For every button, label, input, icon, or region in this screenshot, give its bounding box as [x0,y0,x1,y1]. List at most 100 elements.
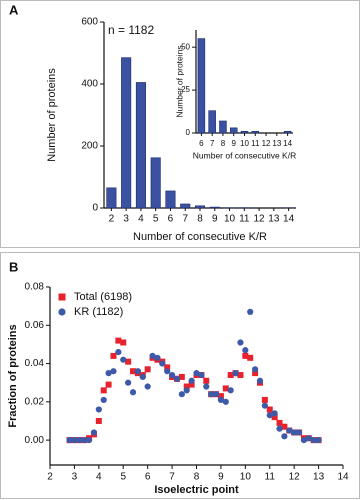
panel-frame [0,0,360,248]
point [281,433,288,440]
bar [229,127,238,134]
bar [208,110,216,134]
y-tick-label: 200 [81,141,98,152]
point [120,356,127,363]
point [217,396,225,404]
x-axis-label: Number of consecutive K/R [193,150,296,160]
point [212,391,220,398]
point [276,419,283,426]
bar [150,157,161,209]
point [242,352,249,359]
point [105,370,112,377]
point [261,396,268,403]
point [173,375,181,382]
point [130,368,137,375]
point [81,437,88,444]
bar [180,203,191,209]
point [232,370,239,377]
x-tick-label: 12 [254,214,266,225]
point [115,348,122,356]
point [227,372,234,379]
x-tick-label: 14 [337,472,349,483]
point [286,427,293,434]
panel-label: A [9,2,19,17]
point [188,381,195,388]
point [266,412,273,419]
point [120,339,127,346]
bar [135,82,146,209]
point [100,396,107,404]
point [159,360,166,367]
bar [219,120,227,134]
point [139,373,146,381]
point [237,339,244,346]
point [188,377,195,384]
x-tick-label: 14 [283,139,292,148]
point [115,337,122,344]
y-axis-label: Number of proteins [46,68,58,162]
x-tick-label: 9 [231,139,236,148]
point [315,437,322,444]
x-tick-label: 7 [182,214,188,225]
point [144,366,151,373]
point [203,383,210,390]
point [105,381,112,388]
point [149,352,156,360]
point [144,383,151,390]
point [183,383,190,390]
x-tick-label: 6 [145,472,151,483]
x-tick-label: 6 [199,139,204,148]
point [271,414,278,421]
point [193,370,200,377]
legend-label: Total (6198) [74,291,132,303]
x-tick-label: 6 [168,214,174,225]
point [252,366,259,373]
x-tick-label: 8 [194,472,200,483]
inset-background [166,18,299,168]
x-tick-label: 11 [239,214,250,225]
point [164,368,171,375]
point [271,410,278,417]
point [168,371,176,379]
point [85,437,93,444]
point [281,423,288,430]
x-tick-label: 14 [283,214,295,225]
point [110,368,117,375]
point [95,406,102,413]
point [76,437,83,444]
point [237,372,244,379]
legend-marker [58,308,66,316]
point [217,393,224,400]
bar [283,130,292,134]
y-tick-label: 600 [81,17,98,28]
point [95,417,102,424]
point [183,387,190,394]
bar [197,38,206,134]
y-axis-label: Number of proteins [174,45,184,117]
point [276,425,283,432]
point [203,377,210,384]
point [261,402,268,409]
x-tick-label: 10 [224,214,236,225]
x-tick-label: 13 [272,139,281,148]
x-tick-label: 8 [197,214,203,225]
x-tick-label: 8 [221,139,226,148]
y-tick-label: 0 [186,128,191,137]
point [208,391,215,398]
point [222,385,229,392]
y-tick-label: 0.02 [25,396,45,407]
x-tick-label: 9 [212,214,218,225]
x-tick-label: 5 [120,472,126,483]
y-tick-label: 0.00 [25,435,45,446]
point [178,373,185,380]
point [300,437,308,444]
y-tick-label: 50 [181,42,190,51]
y-tick-label: 25 [181,85,190,94]
legend-marker [58,293,66,301]
x-tick-label: 12 [289,472,301,483]
point [66,437,73,444]
x-tick-label: 11 [265,472,276,483]
x-tick-label: 5 [153,214,159,225]
x-tick-label: 10 [240,139,249,148]
point [134,368,141,375]
